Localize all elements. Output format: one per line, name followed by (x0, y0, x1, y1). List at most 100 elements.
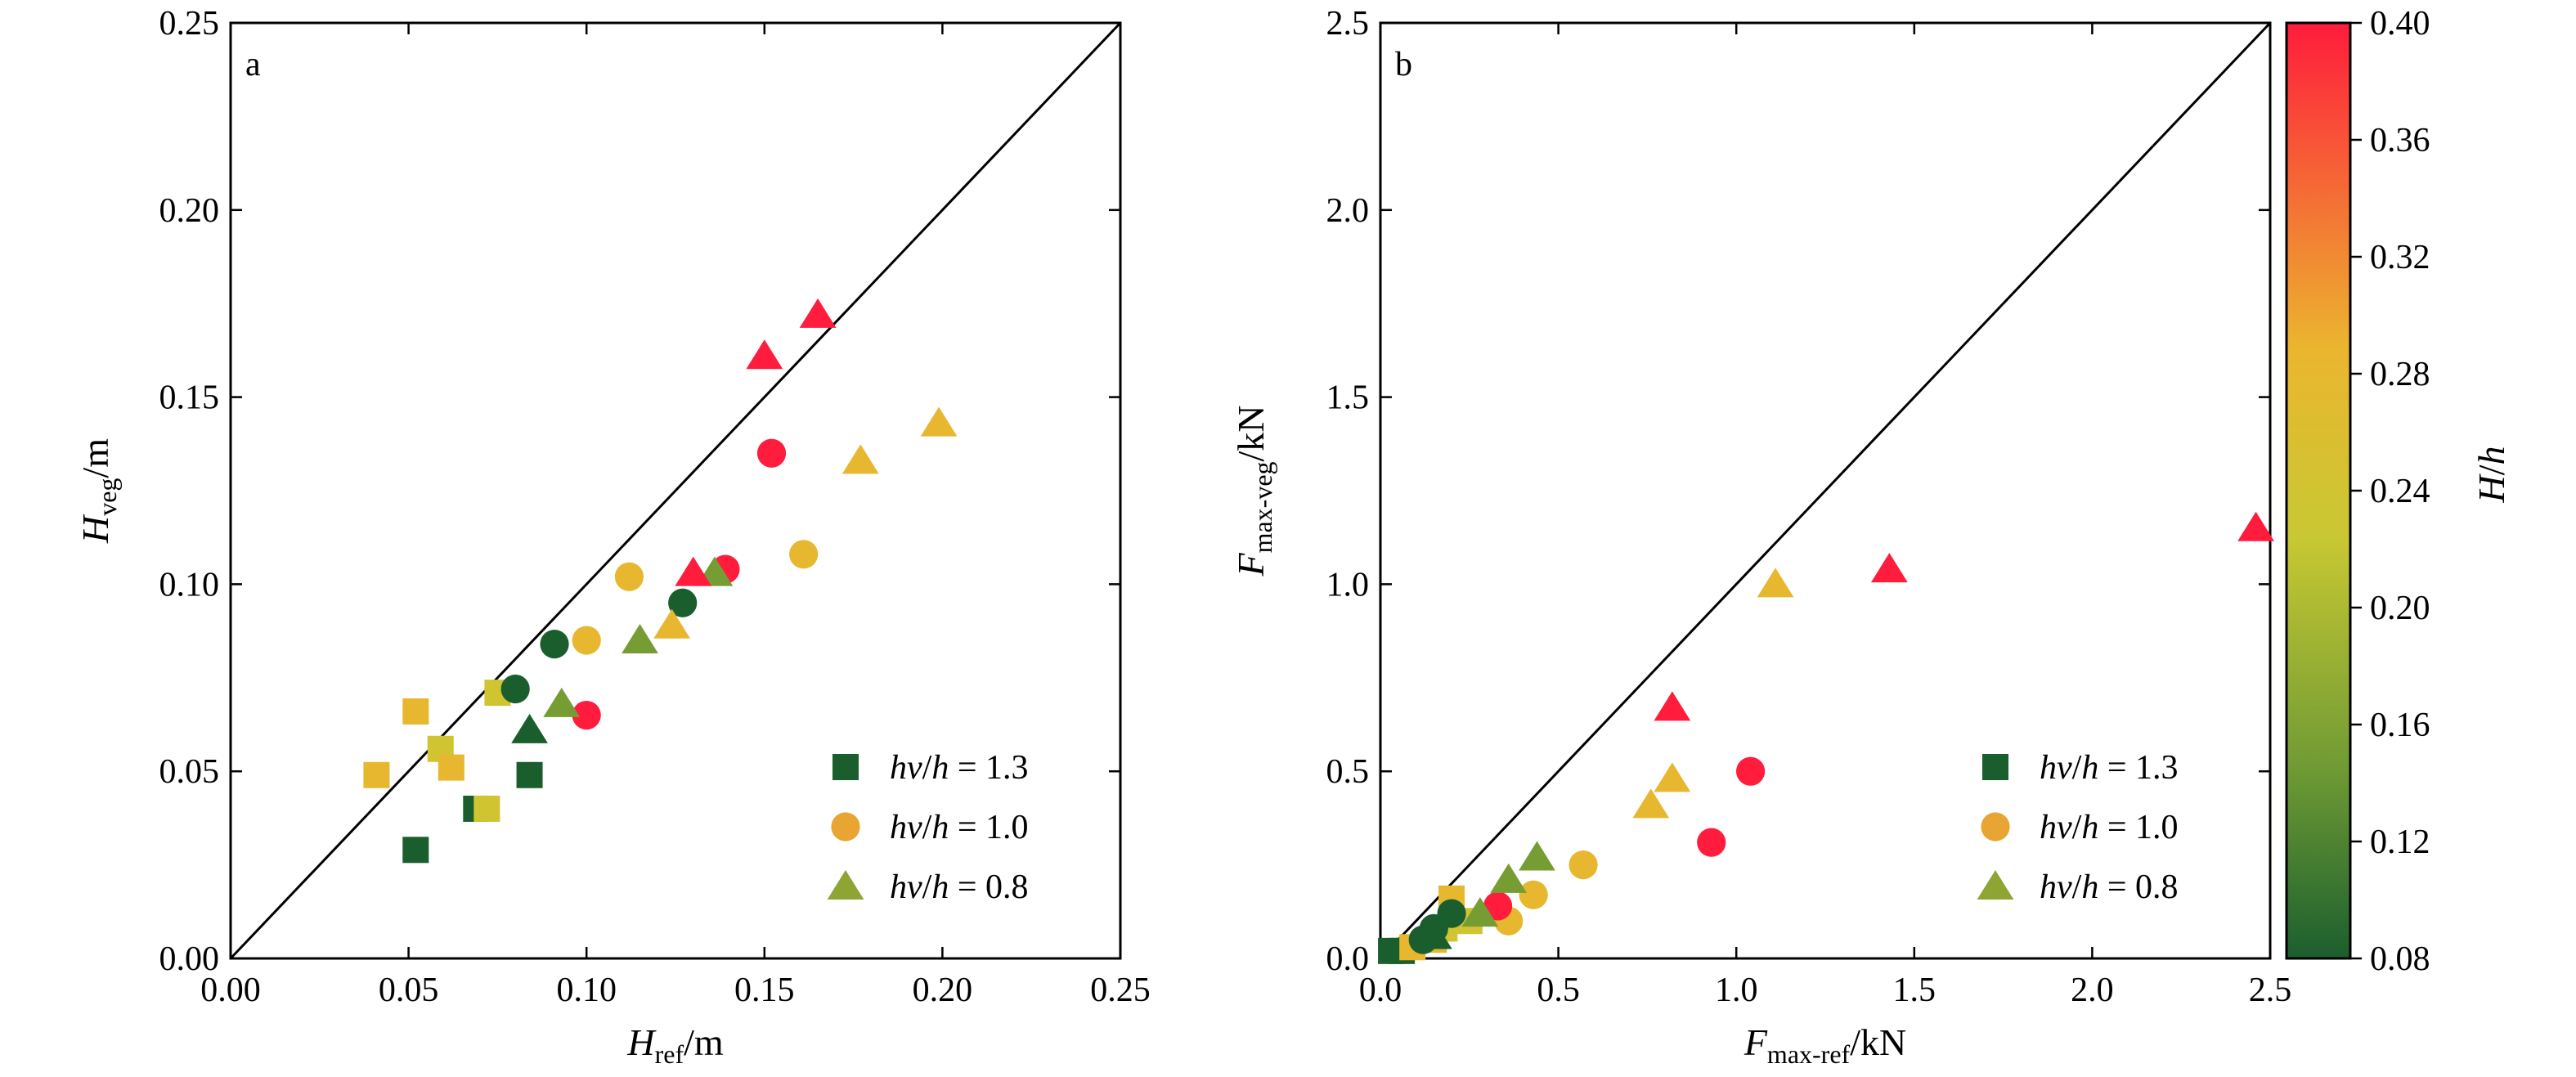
data-point (572, 700, 601, 730)
colorbar-tick-label: 0.36 (2370, 122, 2430, 159)
x-tick-label: 1.0 (1715, 972, 1758, 1009)
data-point (473, 795, 500, 822)
x-tick-label: 0.00 (200, 972, 261, 1009)
data-point (1490, 863, 1528, 893)
colorbar-ticks: 0.08 0.12 0.16 0.20 0.24 0.28 0.32 0.36 0.40 (2350, 5, 2430, 978)
x-ticks-b: 0.0 0.5 1.0 1.5 2.0 2.5 (1359, 23, 2292, 1009)
legend-marker (831, 812, 860, 841)
y-ticks-a: 0.00 0.05 0.10 0.15 0.20 0.25 (159, 5, 1120, 978)
x-tick-label: 2.0 (2071, 972, 2114, 1009)
data-point (675, 556, 712, 586)
data-point (789, 540, 819, 569)
data-point (500, 674, 530, 704)
data-point (841, 444, 879, 474)
legend-marker (832, 754, 859, 780)
y-tick-label: 0.20 (159, 192, 220, 230)
data-point (746, 339, 783, 370)
data-point (799, 298, 837, 328)
data-point (1519, 880, 1548, 909)
colorbar-tick-label: 0.28 (2370, 356, 2430, 393)
x-tick-label: 0.15 (734, 972, 795, 1009)
y-tick-label: 0.10 (159, 566, 220, 604)
data-point (756, 438, 787, 468)
plot-frame-a (229, 21, 1122, 960)
data-point (516, 761, 543, 788)
panel-label-b: b (1395, 46, 1412, 83)
data-point (1654, 691, 1691, 721)
colorbar-title: H/h (2471, 446, 2512, 503)
scatter-panel-b: b 0.0 0.5 1.0 1.5 2.0 2.5 0.00.51.01.52.02.5 … (1230, 5, 2291, 1069)
y-tick-label: 1.0 (1326, 566, 1370, 604)
y-tick-label: 0.00 (159, 940, 220, 978)
legend-marker (1982, 754, 2008, 780)
data-point (614, 562, 644, 591)
data-point (543, 687, 581, 717)
y-tick-label: 2.5 (1326, 5, 1370, 43)
y-tick-label: 1.5 (1326, 379, 1370, 417)
legend-label: hv/h = 0.8 (890, 868, 1029, 906)
x-tick-label: 2.5 (2249, 972, 2292, 1009)
x-tick-label: 0.10 (556, 972, 617, 1009)
data-point (1632, 788, 1670, 819)
data-point (1870, 553, 1908, 583)
data-point (1461, 897, 1499, 927)
data-point (438, 754, 464, 781)
x-tick-label: 0.0 (1359, 972, 1402, 1009)
y-tick-label: 0.05 (159, 753, 220, 791)
data-point (1415, 919, 1452, 949)
data-point (1568, 850, 1598, 880)
x-tick-label: 1.5 (1893, 972, 1936, 1009)
reference-line-a (229, 21, 1122, 960)
colorbar-tick-label: 0.40 (2370, 5, 2430, 43)
legend-b: hv/h = 1.3 hv/h = 1.0 hv/h = 0.8 (1977, 749, 2179, 906)
data-point (1519, 841, 1555, 871)
data-point (402, 698, 429, 725)
data-point (363, 761, 390, 788)
colorbar-tick-label: 0.24 (2370, 473, 2430, 510)
x-axis-title-b: Fmax-ref/kN (1744, 1021, 1906, 1069)
legend-label: hv/h = 1.3 (890, 749, 1029, 787)
colorbar-gradient (2285, 21, 2352, 960)
reference-line-b (1379, 21, 2272, 960)
y-axis-title-b: Fmax-veg/kN (1230, 405, 1277, 577)
data-point (1437, 899, 1466, 928)
data-point (668, 588, 698, 617)
points-a (363, 298, 958, 864)
x-tick-label: 0.20 (913, 972, 973, 1009)
colorbar-tick-label: 0.16 (2370, 707, 2430, 744)
data-point (622, 624, 658, 654)
colorbar: 0.08 0.12 0.16 0.20 0.24 0.28 0.32 0.36 0.40 H/h (2285, 5, 2512, 978)
scatter-panel-a: a 0.00 0.05 0.10 0.15 0.20 0.25 0.000.050.100… (74, 5, 1151, 1069)
legend-a: hv/h = 1.3 hv/h = 1.0 hv/h = 0.8 (827, 749, 1029, 906)
x-tick-label: 0.5 (1537, 972, 1580, 1009)
y-tick-label: 0.25 (159, 5, 220, 43)
x-tick-label: 0.25 (1090, 972, 1151, 1009)
data-point (653, 608, 691, 639)
data-point (1736, 756, 1766, 786)
data-point (1697, 828, 1726, 857)
colorbar-tick-label: 0.12 (2370, 823, 2430, 861)
y-tick-label: 0.5 (1326, 753, 1370, 791)
legend-label: hv/h = 1.0 (2040, 809, 2179, 846)
y-tick-label: 0.0 (1326, 940, 1370, 978)
data-point (572, 626, 601, 655)
y-axis-title-a: Hveg/m (74, 438, 122, 544)
y-tick-label: 0.15 (159, 379, 220, 417)
data-point (511, 713, 548, 743)
x-ticks-a: 0.00 0.05 0.10 0.15 0.20 0.25 (200, 23, 1151, 1009)
legend-marker (1977, 870, 2014, 900)
data-point (2237, 511, 2274, 541)
plot-frame-b (1379, 21, 2272, 960)
colorbar-tick-label: 0.08 (2370, 940, 2430, 978)
data-point (1757, 568, 1794, 598)
data-point (1483, 891, 1513, 921)
data-point (920, 406, 958, 437)
colorbar-tick-label: 0.32 (2370, 239, 2430, 276)
y-tick-label: 2.0 (1326, 192, 1370, 230)
legend-label: hv/h = 0.8 (2040, 868, 2179, 906)
legend-label: hv/h = 1.3 (2040, 749, 2179, 787)
data-point (402, 837, 429, 864)
legend-marker (1981, 812, 2010, 841)
points-b (1378, 511, 2274, 964)
